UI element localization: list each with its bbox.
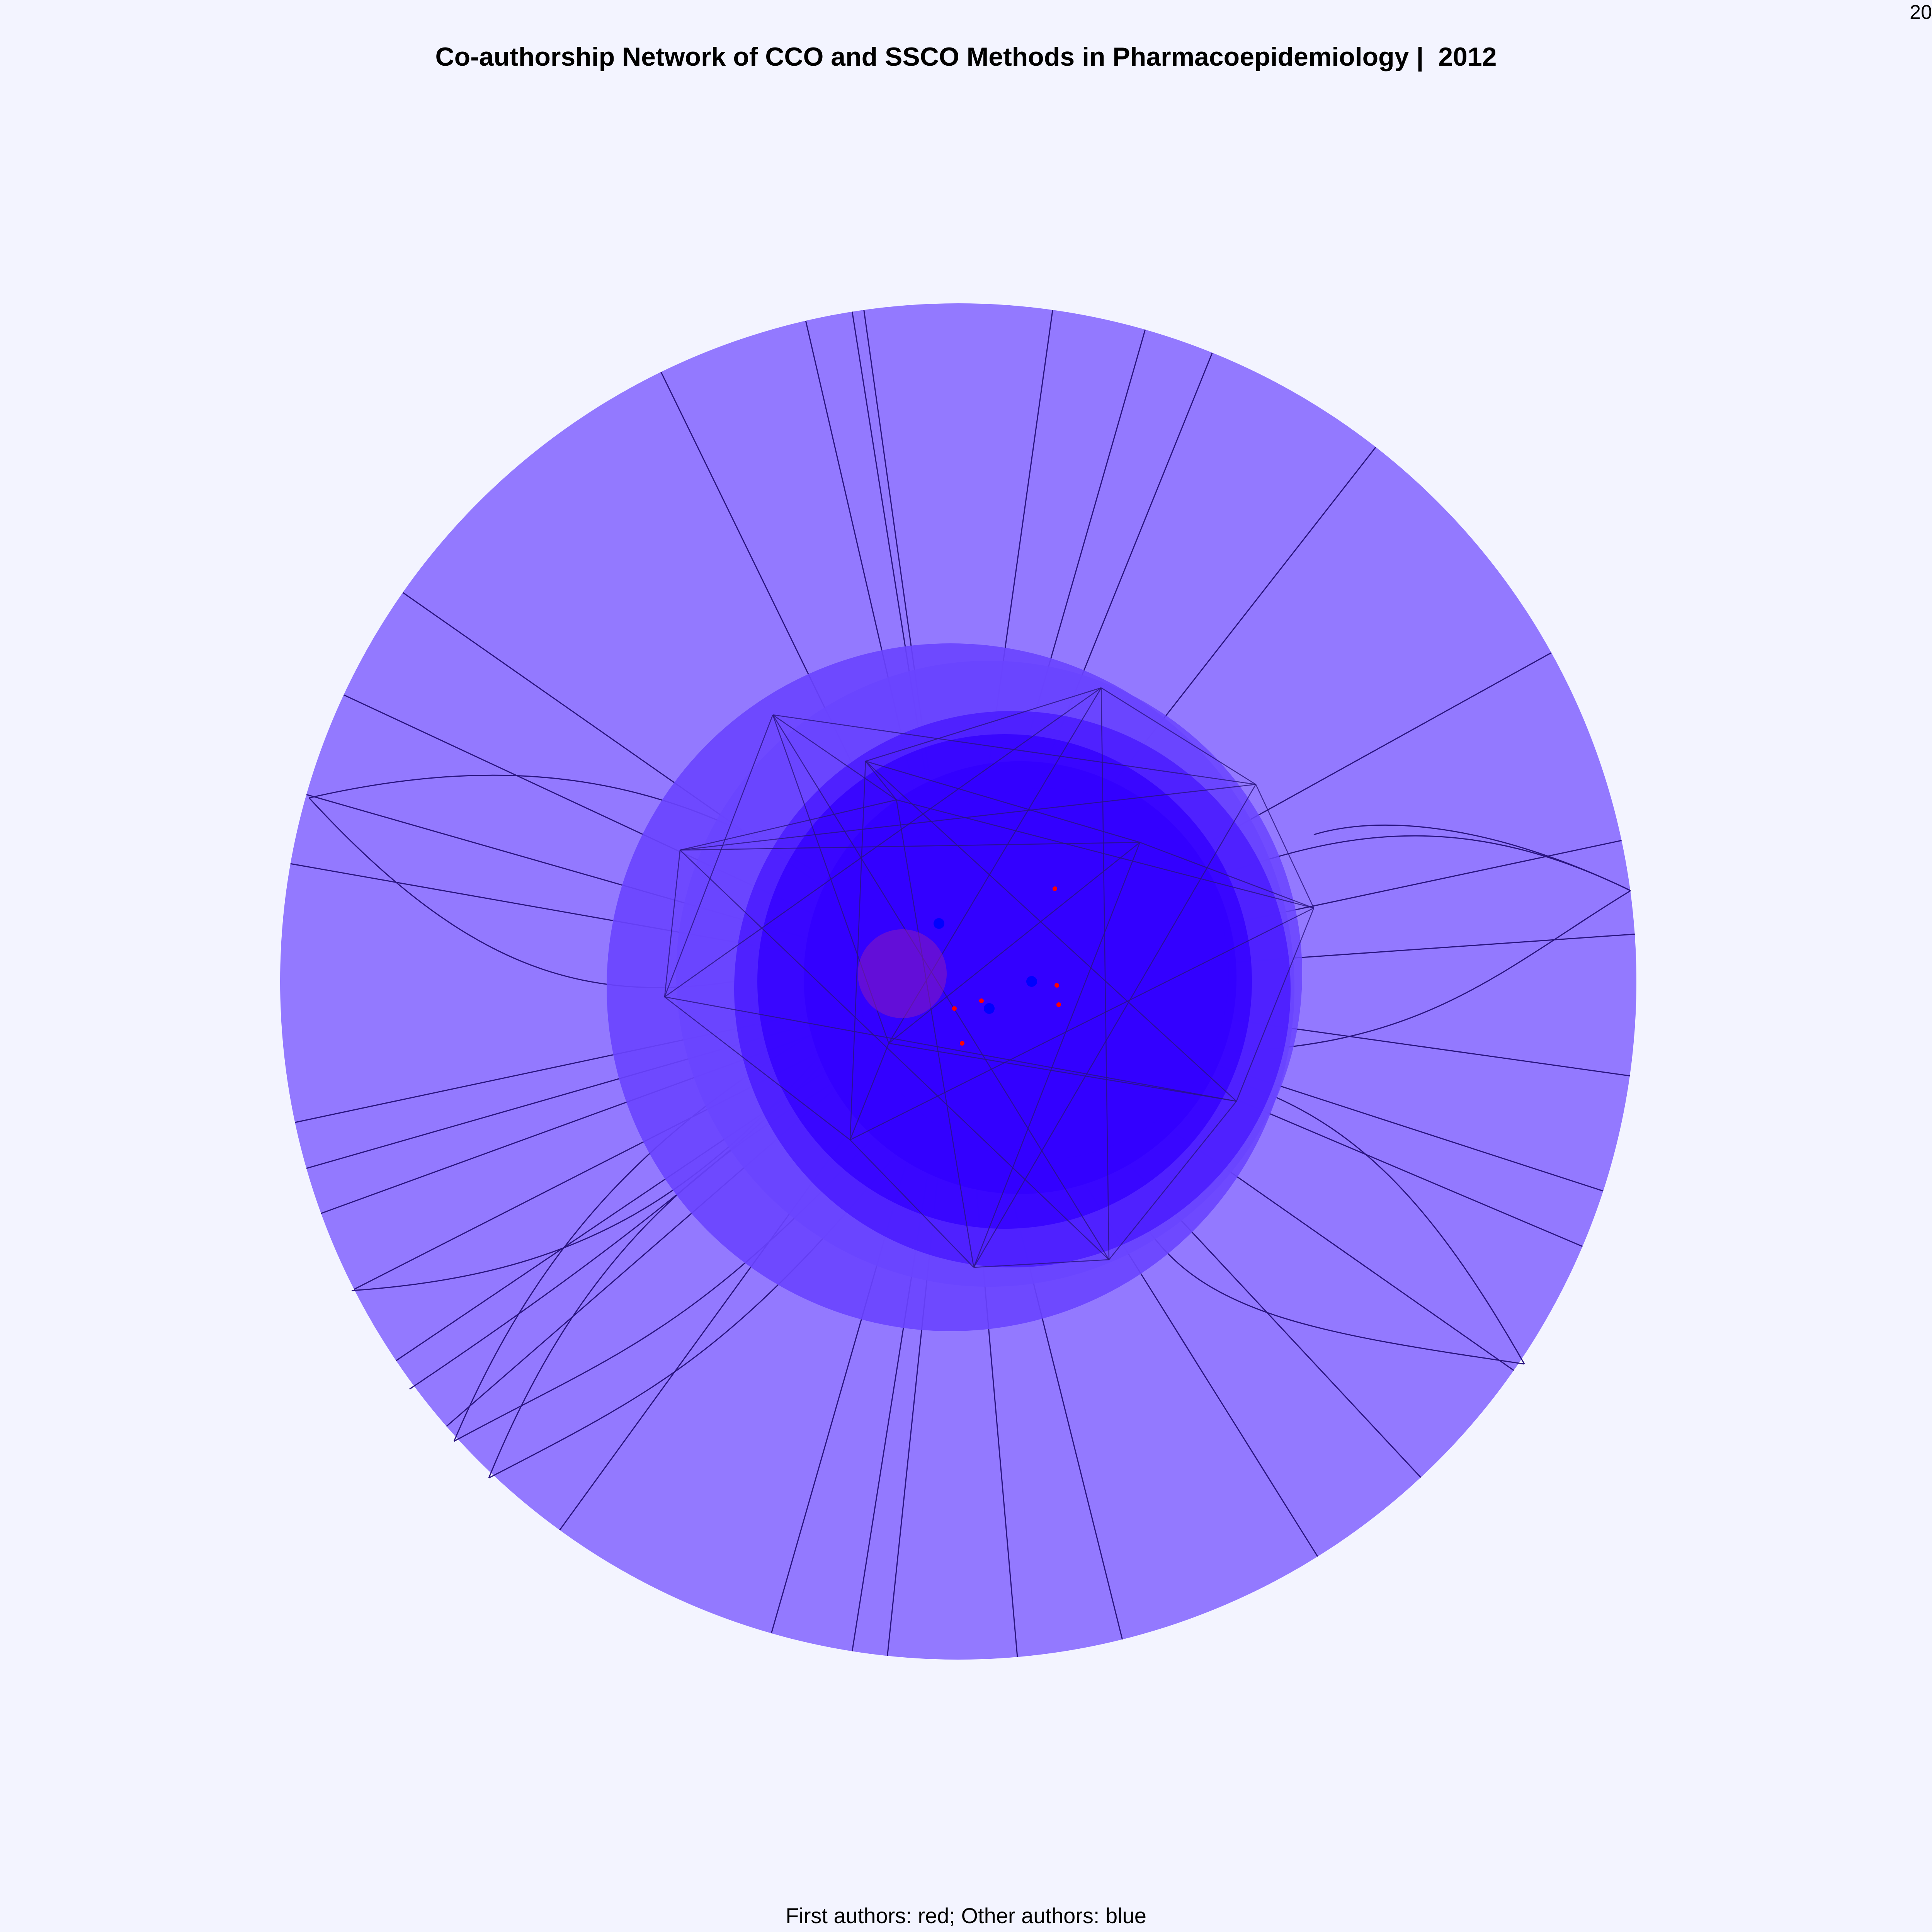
first-author-node [858, 929, 947, 1018]
other-author-dot [984, 1003, 995, 1014]
first-author-dot [1056, 1002, 1061, 1007]
first-author-dot [979, 998, 984, 1003]
first-author-dot [1053, 886, 1057, 891]
first-author-dot [960, 1041, 964, 1046]
first-author-dot [1054, 983, 1059, 988]
first-author-dot [952, 1006, 957, 1011]
other-author-dot [934, 918, 944, 929]
other-author-dot [1026, 976, 1037, 987]
legend-caption: First authors: red; Other authors: blue [0, 1903, 1932, 1928]
